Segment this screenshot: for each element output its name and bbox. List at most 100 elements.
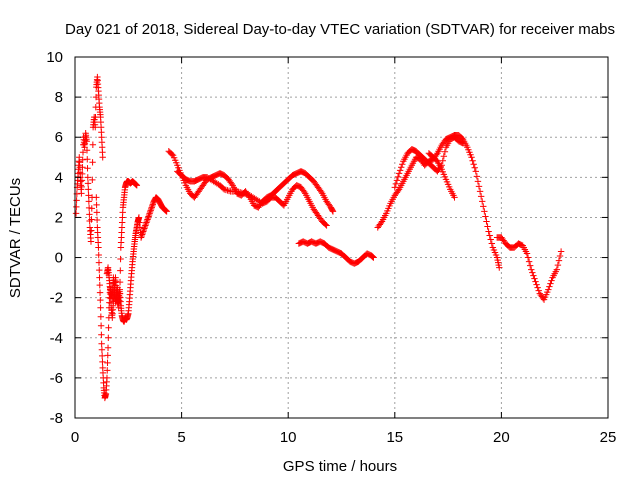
data-point: [329, 208, 337, 215]
data-point: [485, 228, 492, 235]
data-point: [136, 224, 144, 231]
data-point: [369, 253, 376, 260]
data-point: [237, 189, 244, 196]
data-point: [89, 176, 96, 184]
data-point: [329, 207, 336, 214]
data-point: [482, 213, 489, 220]
data-point: [475, 183, 483, 190]
x-tick-label: 0: [71, 429, 79, 446]
x-axis-ticks: 0 5 10 15 20 25: [71, 57, 616, 446]
data-point: [85, 186, 92, 193]
data-point: [531, 275, 538, 282]
data-point: [133, 182, 141, 189]
data-point: [528, 266, 535, 273]
data-point: [470, 161, 477, 168]
data-point: [545, 286, 552, 293]
data-point: [472, 168, 480, 175]
data-point: [162, 207, 169, 214]
data-point: [394, 187, 402, 195]
data-point: [139, 229, 146, 237]
data-point: [85, 204, 93, 212]
data-point: [95, 259, 103, 266]
y-tick-label: 10: [46, 49, 63, 66]
data-point: [473, 173, 481, 180]
data-point: [484, 223, 491, 230]
data-point: [483, 218, 490, 225]
data-point: [546, 283, 553, 290]
data-point: [530, 272, 537, 279]
data-point: [143, 217, 151, 225]
data-point: [104, 359, 111, 367]
data-point: [72, 210, 80, 217]
data-point: [147, 207, 154, 214]
data-point: [547, 280, 554, 287]
data-point: [138, 232, 145, 240]
data-point: [78, 183, 85, 191]
data-point: [145, 211, 153, 219]
data-point: [104, 344, 112, 352]
data-point: [441, 148, 449, 155]
y-tick-label: -8: [50, 410, 63, 427]
data-point: [104, 352, 111, 359]
data-point: [486, 232, 493, 239]
data-point: [458, 139, 466, 146]
data-point: [399, 161, 406, 168]
data-point: [369, 253, 377, 261]
data-point: [83, 147, 91, 154]
data-point: [98, 340, 105, 347]
data-point: [225, 187, 233, 195]
data-point: [93, 216, 101, 224]
data-point: [439, 157, 446, 164]
data-point: [98, 352, 106, 360]
data-point: [89, 141, 97, 148]
y-tick-label: -6: [50, 370, 63, 387]
data-point: [97, 304, 104, 311]
data-point: [468, 154, 475, 161]
y-axis-ticks: 10 8 6 4 2 0 -2 -4 -6 -8: [46, 49, 608, 427]
data-point: [393, 177, 401, 184]
data-points: [72, 73, 565, 402]
data-point: [105, 334, 112, 341]
data-point: [79, 156, 86, 163]
data-point: [532, 278, 539, 285]
data-point: [480, 203, 487, 210]
data-point: [141, 223, 149, 231]
data-point: [471, 164, 478, 172]
data-point: [83, 138, 90, 145]
data-point: [88, 205, 95, 212]
data-point: [487, 236, 494, 243]
data-point: [96, 274, 103, 281]
data-point: [233, 188, 241, 195]
data-point: [524, 254, 532, 261]
data-point: [132, 181, 139, 188]
data-point: [92, 123, 99, 131]
data-point: [144, 216, 151, 223]
data-point: [370, 254, 377, 261]
data-point: [553, 266, 561, 273]
data-point: [138, 231, 146, 238]
data-point: [525, 258, 533, 265]
data-point: [222, 186, 230, 194]
data-point: [224, 187, 231, 194]
data-point: [548, 277, 555, 284]
data-point: [554, 261, 562, 269]
data-point: [529, 269, 536, 276]
data-point: [78, 177, 86, 184]
data-point: [93, 209, 101, 216]
data-point: [148, 204, 155, 211]
data-point: [556, 252, 564, 260]
data-point: [149, 202, 156, 210]
y-tick-label: 4: [55, 169, 63, 186]
data-point: [93, 194, 100, 201]
data-point: [149, 201, 157, 208]
y-tick-label: 0: [55, 250, 63, 267]
data-point: [146, 210, 153, 217]
data-point: [79, 149, 87, 156]
data-point: [479, 198, 486, 205]
plot-frame: [74, 56, 609, 419]
data-point: [95, 244, 102, 251]
data-point: [86, 211, 93, 218]
data-point: [98, 346, 106, 354]
data-point: [84, 165, 91, 172]
